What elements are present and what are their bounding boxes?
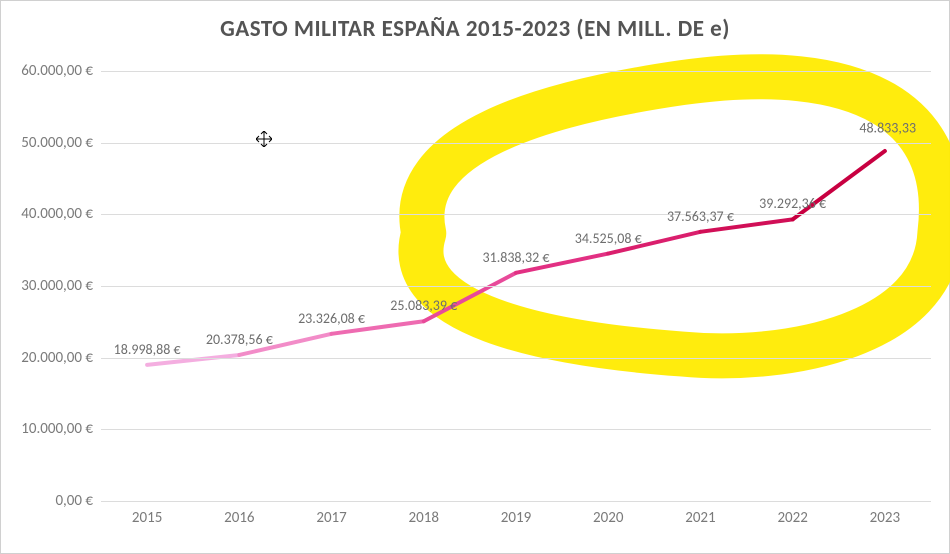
- y-axis-label: 10.000,00 €: [0, 420, 93, 438]
- data-label: 18.998,88 €: [114, 341, 181, 358]
- y-axis-label: 30.000,00 €: [0, 277, 93, 295]
- y-axis-label: 40.000,00 €: [0, 205, 93, 223]
- x-axis-label: 2019: [501, 509, 531, 527]
- x-axis-label: 2016: [224, 509, 254, 527]
- data-label: 31.838,32 €: [483, 249, 550, 266]
- x-axis-label: 2015: [132, 509, 162, 527]
- data-label: 34.525,08 €: [575, 230, 642, 247]
- x-axis-label: 2017: [316, 509, 346, 527]
- x-axis-label: 2018: [409, 509, 439, 527]
- grid-line: [101, 286, 931, 287]
- grid-line: [101, 143, 931, 144]
- data-label: 48.833,33: [859, 120, 916, 137]
- x-axis-label: 2023: [870, 509, 900, 527]
- x-axis-label: 2022: [777, 509, 807, 527]
- grid-line: [101, 214, 931, 215]
- y-axis-label: 60.000,00 €: [0, 62, 93, 80]
- grid-line: [101, 71, 931, 72]
- chart-title: GASTO MILITAR ESPAÑA 2015-2023 (EN MILL.…: [1, 15, 949, 43]
- x-axis-label: 2020: [593, 509, 623, 527]
- y-axis-label: 50.000,00 €: [0, 134, 93, 152]
- y-axis-label: 0,00 €: [0, 492, 93, 510]
- y-axis-label: 20.000,00 €: [0, 349, 93, 367]
- grid-line: [101, 501, 931, 502]
- data-label: 23.326,08 €: [298, 310, 365, 327]
- grid-line: [101, 429, 931, 430]
- data-label: 39.292,36 €: [759, 196, 826, 213]
- data-label: 37.563,37 €: [667, 208, 734, 225]
- plot-area: 0,00 €10.000,00 €20.000,00 €30.000,00 €4…: [101, 71, 931, 501]
- data-label: 25.083,39 €: [390, 297, 457, 314]
- chart-container: GASTO MILITAR ESPAÑA 2015-2023 (EN MILL.…: [0, 0, 950, 554]
- data-label: 20.378,56 €: [206, 331, 273, 348]
- x-axis-label: 2021: [685, 509, 715, 527]
- grid-line: [101, 358, 931, 359]
